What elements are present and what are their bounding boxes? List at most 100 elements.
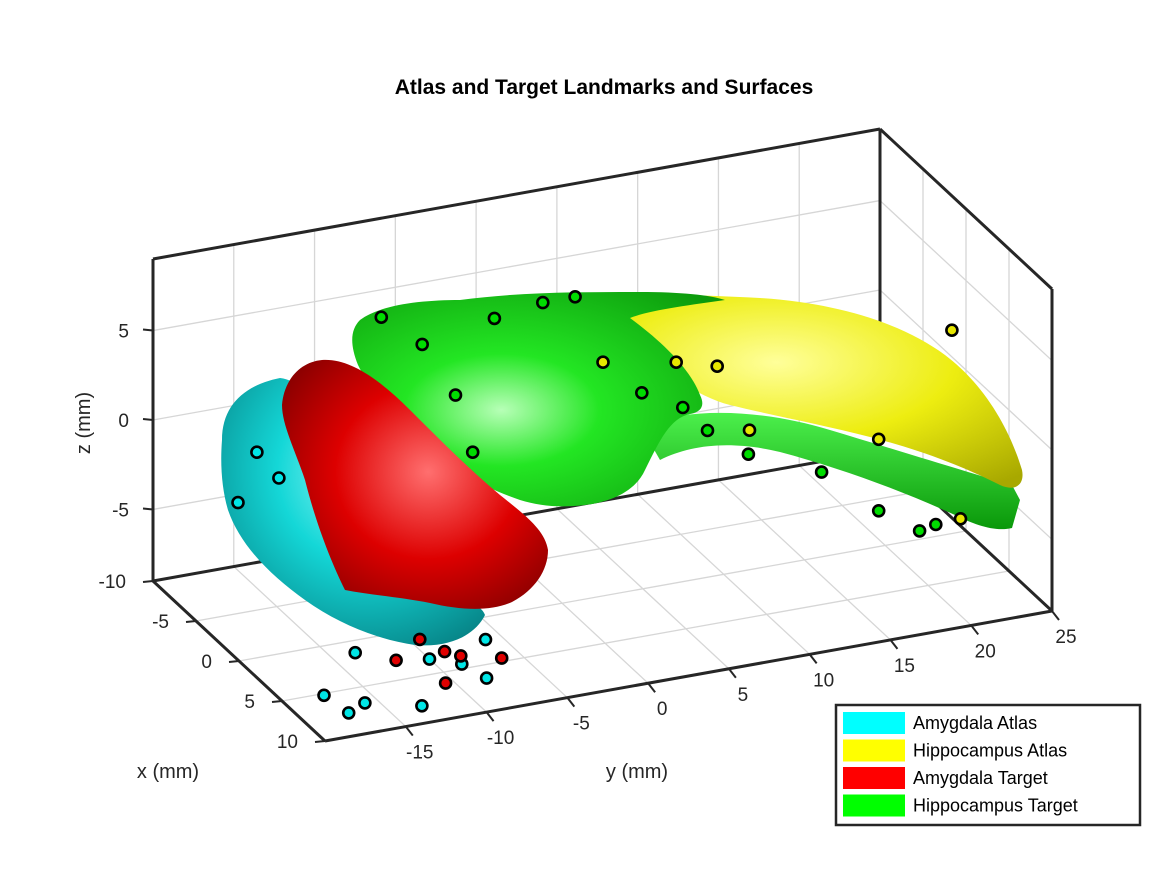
landmark-marker-amygdala-atlas [341, 706, 356, 720]
landmark-marker-amygdala-atlas [348, 645, 363, 660]
y-tick-mark [970, 624, 980, 636]
x-tick-label: -10 [99, 572, 126, 593]
landmark-marker-amygdala-target [437, 644, 452, 659]
y-tick-mark [404, 725, 414, 737]
landmark-marker-amygdala-atlas [422, 652, 437, 666]
landmark-marker-hippocampus-target [928, 517, 943, 532]
landmark-markers [231, 289, 968, 720]
y-tick-label: 15 [894, 656, 915, 677]
landmark-marker-hippocampus-target [487, 311, 502, 326]
legend-swatch-hippocampus-atlas [843, 739, 905, 762]
landmark-marker-amygdala-atlas [317, 688, 331, 703]
legend-label: Hippocampus Atlas [913, 741, 1067, 761]
landmark-marker-hippocampus-target [535, 295, 550, 310]
y-tick-label: 25 [1055, 627, 1076, 648]
legend-swatch-hippocampus-target [843, 794, 905, 817]
axes-box-front [142, 328, 1060, 743]
y-tick-mark [728, 668, 737, 679]
landmark-marker-hippocampus-target [675, 400, 690, 415]
landmark-marker-hippocampus-target [912, 524, 927, 538]
y-tick-label: 10 [813, 670, 834, 691]
z-tick-mark [142, 328, 154, 332]
landmark-marker-amygdala-target [412, 632, 427, 647]
y-tick-label: 0 [657, 699, 668, 720]
box-edge-top-back [152, 127, 881, 261]
surfaces [221, 292, 1023, 646]
grid-line-x-floor [281, 570, 1010, 702]
landmark-marker-hippocampus-atlas [953, 511, 968, 526]
x-tick-mark [228, 660, 240, 663]
y-tick-label: -5 [573, 714, 590, 735]
legend-label: Amygdala Atlas [913, 713, 1037, 733]
x-axis-label: x (mm) [137, 761, 199, 783]
landmark-marker-hippocampus-atlas [710, 359, 725, 374]
landmark-marker-amygdala-atlas [250, 445, 264, 460]
y-tick-mark [808, 653, 818, 664]
y-tick-label: 20 [975, 641, 996, 662]
landmark-marker-hippocampus-atlas [945, 323, 959, 338]
y-tick-mark [647, 682, 656, 693]
amygdala-target-surface [282, 359, 548, 609]
y-tick-mark [485, 711, 495, 722]
landmark-marker-hippocampus-target [448, 388, 463, 402]
landmark-marker-hippocampus-target [415, 337, 430, 352]
landmark-marker-hippocampus-atlas [742, 423, 757, 438]
x-tick-label: -5 [152, 612, 169, 633]
z-tick-label: -5 [112, 500, 129, 521]
x-tick-label: 5 [244, 692, 255, 713]
landmark-marker-hippocampus-target [700, 423, 715, 438]
y-tick-mark [1051, 610, 1060, 621]
landmark-marker-hippocampus-target [871, 503, 886, 518]
landmark-marker-amygdala-target [438, 676, 453, 690]
landmark-marker-amygdala-target [453, 649, 468, 663]
landmark-marker-hippocampus-target [465, 445, 480, 460]
y-tick-mark [889, 639, 899, 650]
landmark-marker-amygdala-target [494, 651, 509, 665]
box-edge-top-side [878, 127, 1054, 291]
landmark-marker-hippocampus-atlas [596, 355, 610, 370]
y-tick-label: -15 [406, 743, 433, 764]
y-axis-line [324, 609, 1053, 743]
x-tick-mark [142, 580, 154, 583]
grid-line-z-back [152, 199, 881, 332]
x-tick-mark [185, 620, 197, 623]
legend: Amygdala Atlas Hippocampus Atlas Amygdala … [834, 703, 1142, 827]
legend-swatch-amygdala-target [843, 767, 905, 789]
landmark-marker-amygdala-atlas [415, 698, 429, 713]
landmark-marker-amygdala-target [389, 653, 403, 668]
x-tick-mark [314, 740, 326, 743]
hippocampus-atlas-surface [575, 294, 1023, 488]
x-tick-label: 0 [201, 652, 212, 673]
grid-line-x-floor [238, 530, 967, 662]
grid-line-z-side [879, 289, 1053, 451]
legend-swatch-amygdala-atlas [843, 712, 905, 734]
landmark-marker-hippocampus-target [634, 385, 649, 400]
chart-title: Atlas and Target Landmarks and Surfaces [395, 76, 814, 99]
landmark-marker-amygdala-atlas [478, 632, 493, 647]
landmark-marker-hippocampus-target [568, 289, 582, 304]
z-tick-mark [142, 507, 154, 511]
landmark-marker-hippocampus-target [374, 310, 389, 325]
y-tick-label: -10 [487, 728, 514, 749]
landmark-marker-hippocampus-atlas [871, 432, 886, 447]
grid-line-z-side [879, 200, 1053, 362]
tick-labels: -10 -5 0 5 10 -15 -10 -5 0 5 10 15 20 25 -5 0 5 [99, 322, 1077, 764]
landmark-marker-hippocampus-target [814, 465, 829, 479]
y-tick-mark [566, 697, 576, 708]
y-tick-label: 5 [738, 685, 749, 706]
z-tick-label: 5 [118, 322, 129, 343]
z-tick-label: 0 [118, 411, 129, 432]
landmark-marker-amygdala-atlas [272, 471, 286, 485]
y-axis-label: y (mm) [606, 761, 668, 783]
legend-label: Amygdala Target [913, 768, 1048, 788]
landmark-marker-amygdala-atlas [231, 495, 245, 510]
z-axis-label: z (mm) [73, 392, 95, 454]
x-tick-label: 10 [277, 732, 298, 753]
landmark-marker-hippocampus-atlas [669, 355, 684, 370]
landmark-marker-amygdala-atlas [358, 696, 372, 710]
hippocampus-target-tail-surface [640, 412, 1020, 530]
x-tick-mark [271, 700, 283, 703]
landmark-marker-amygdala-atlas [479, 671, 494, 685]
landmark-marker-hippocampus-target [741, 447, 756, 462]
